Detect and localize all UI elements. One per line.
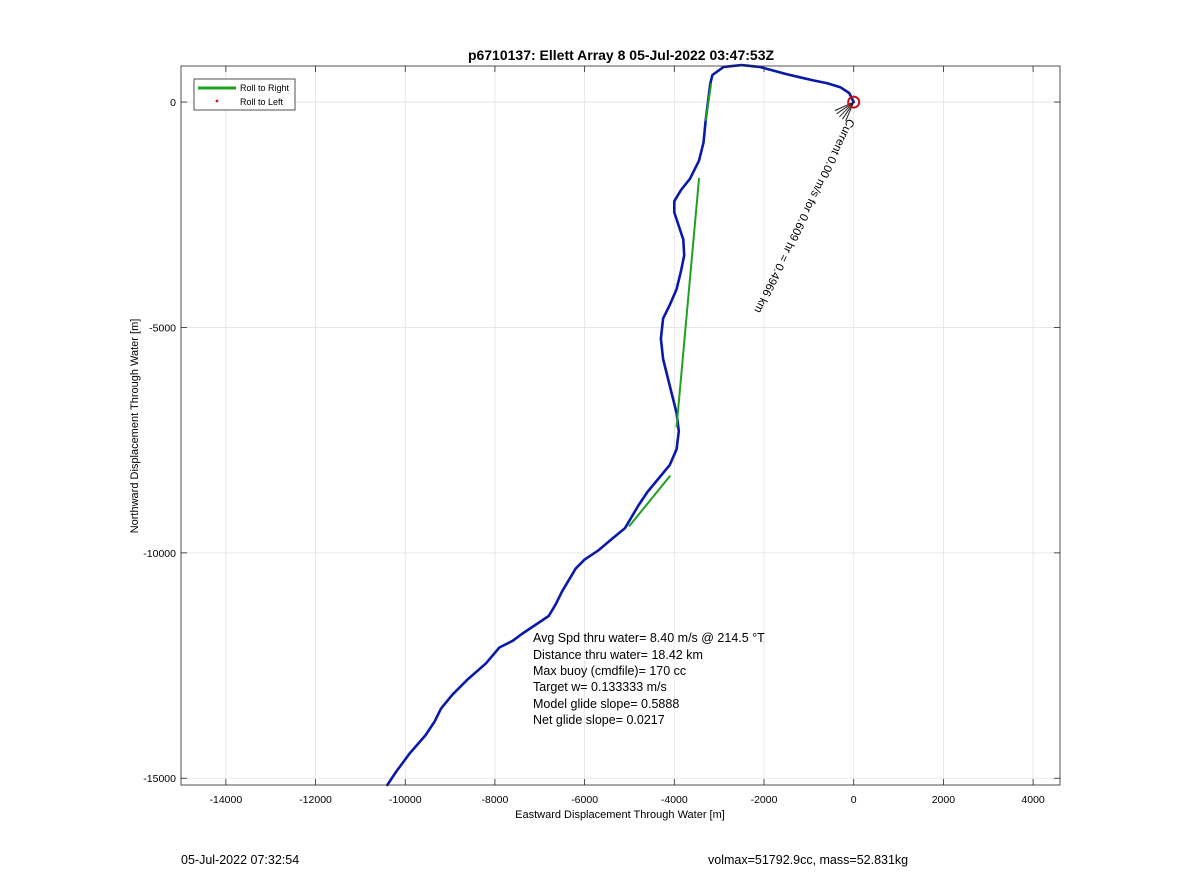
chart-title: p6710137: Ellett Array 8 05-Jul-2022 03:… (468, 47, 775, 63)
roll-right-segment (628, 475, 671, 527)
axes (180, 65, 1061, 786)
x-tick-label: -8000 (481, 794, 508, 806)
info-net-glide-slope: Net glide slope= 0.0217 (533, 713, 665, 727)
footer-timestamp: 05-Jul-2022 07:32:54 (181, 853, 300, 867)
plot-area (181, 66, 1060, 785)
roll-right-segment (704, 83, 713, 122)
legend-roll-left-label: Roll to Left (240, 97, 284, 107)
x-tick-label: -14000 (209, 794, 242, 806)
glider-track-line (385, 63, 856, 787)
y-tick-label: -10000 (143, 548, 176, 560)
legend-roll-left-swatch (215, 99, 219, 103)
info-max-buoy: Max buoy (cmdfile)= 170 cc (533, 664, 686, 678)
x-tick-label: -12000 (299, 794, 332, 806)
x-axis-label: Eastward Displacement Through Water [m] (515, 809, 725, 821)
info-avg-speed: Avg Spd thru water= 8.40 m/s @ 214.5 °T (533, 631, 765, 645)
start-marker (847, 95, 861, 109)
current-vector-line (845, 101, 855, 122)
y-axis-label: Northward Displacement Through Water [m] (129, 319, 141, 534)
current-vector-line (838, 101, 855, 118)
legend-box (193, 78, 296, 111)
grid (181, 66, 1060, 785)
x-tick-label: -6000 (571, 794, 598, 806)
legend: Roll to Right Roll to Left (193, 78, 296, 111)
x-tick-label: 4000 (1021, 794, 1045, 806)
x-tick-label: 2000 (932, 794, 956, 806)
current-vector-line (842, 101, 855, 120)
info-model-glide-slope: Model glide slope= 0.5888 (533, 697, 679, 711)
x-tick-label: -10000 (389, 794, 422, 806)
footer-summary: volmax=51792.9cc, mass=52.831kg (708, 853, 909, 867)
x-tick-label: -2000 (751, 794, 778, 806)
info-distance: Distance thru water= 18.42 km (533, 648, 703, 662)
y-tick-label: -15000 (143, 773, 176, 785)
roll-right-segment (675, 177, 700, 428)
current-vector-line (834, 101, 854, 112)
y-tick-label: 0 (170, 97, 176, 109)
x-tick-label: 0 (851, 794, 857, 806)
series-layer (385, 63, 861, 787)
info-target-w: Target w= 0.133333 m/s (533, 680, 667, 694)
y-tick-label: -5000 (149, 322, 176, 334)
tick-layer: -14000 -12000 -10000 -8000 -6000 -4000 -2000 0 2… (143, 66, 1060, 806)
x-tick-label: -4000 (661, 794, 688, 806)
info-text-block: Avg Spd thru water= 8.40 m/s @ 214.5 °T … (533, 631, 765, 727)
current-vector-line (836, 101, 854, 115)
legend-roll-right-label: Roll to Right (240, 83, 290, 93)
plot-frame (180, 65, 1061, 786)
